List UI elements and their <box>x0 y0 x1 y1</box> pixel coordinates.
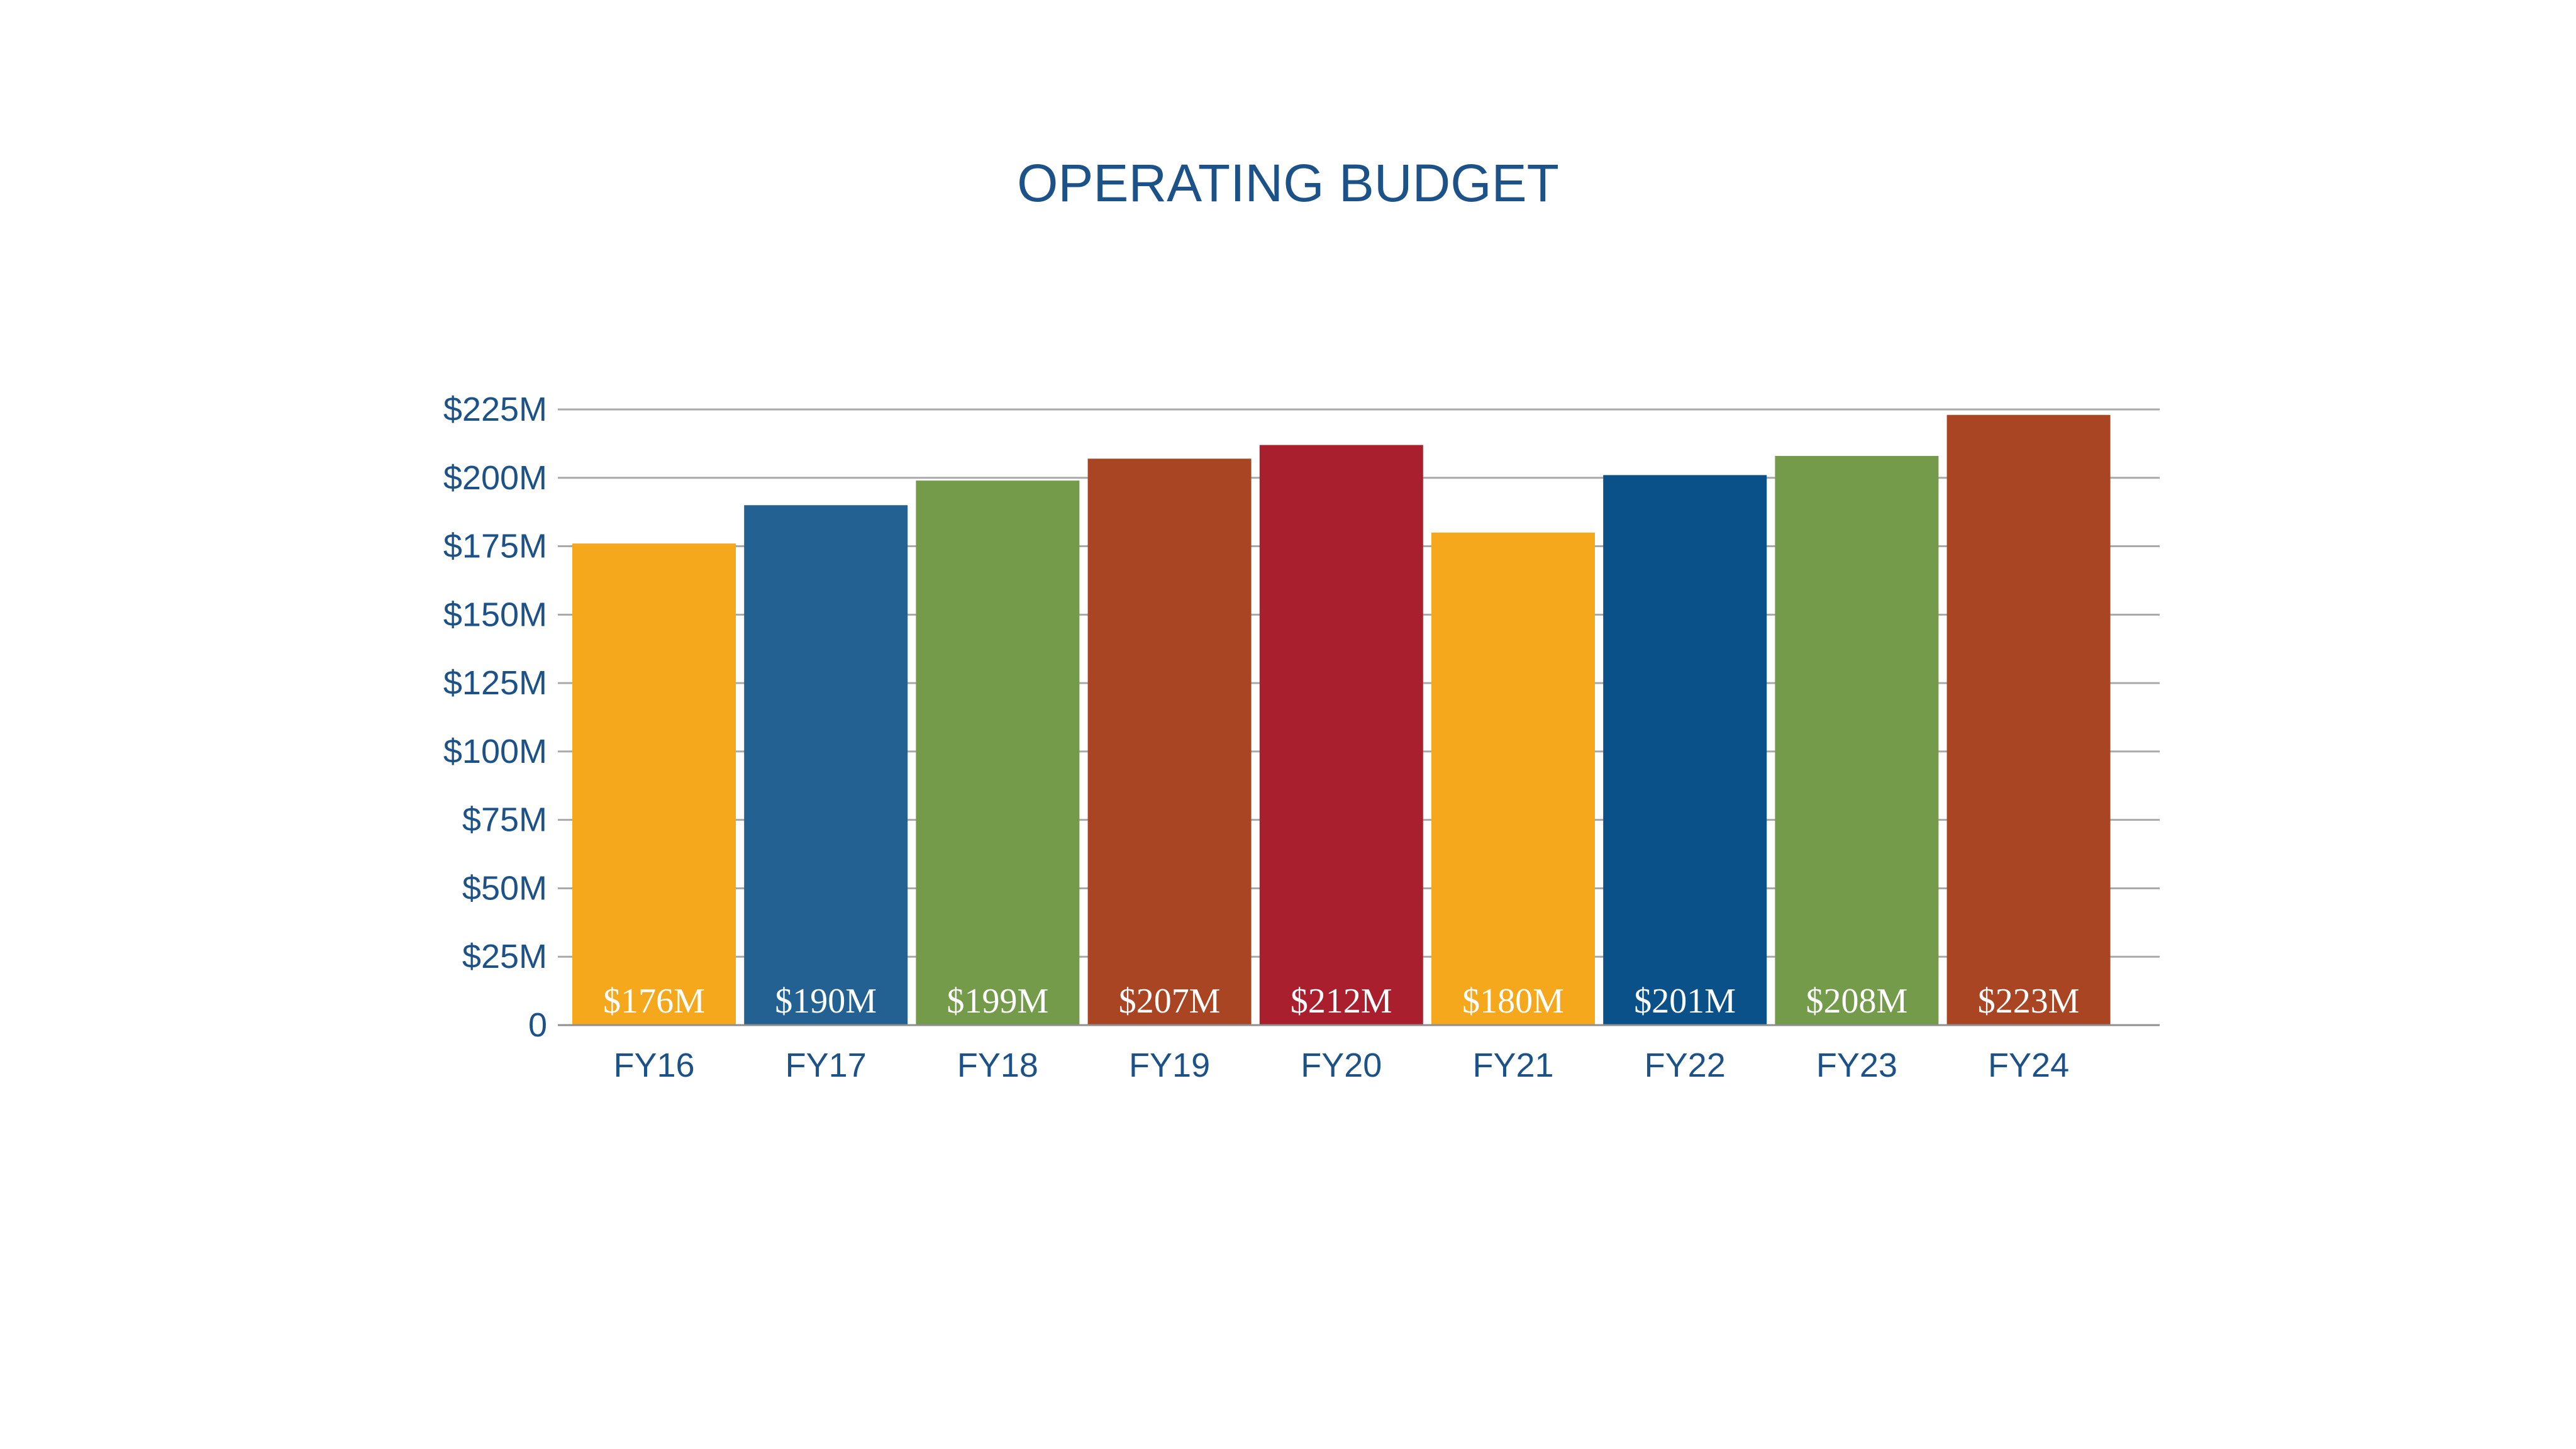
y-tick-label: $200M <box>443 459 547 497</box>
y-tick-label: $125M <box>443 664 547 702</box>
y-tick-label: $100M <box>443 733 547 770</box>
y-tick-label: $225M <box>443 391 547 428</box>
bar-value-label: $199M <box>947 982 1049 1021</box>
x-category-label: FY22 <box>1645 1046 1726 1084</box>
x-category-label: FY24 <box>1988 1046 2069 1084</box>
bar-fy23 <box>1775 455 1939 1025</box>
bar-fy20 <box>1259 445 1423 1025</box>
x-category-label: FY19 <box>1129 1046 1210 1084</box>
y-tick-label: $25M <box>462 938 547 975</box>
y-tick-label: 0 <box>528 1006 547 1044</box>
bar-value-label: $201M <box>1634 982 1736 1021</box>
y-tick-label: $75M <box>462 801 547 839</box>
bar-fy16 <box>572 543 736 1025</box>
x-axis-category-labels: FY16 FY17 FY18 FY19 FY20 FY21 FY22 FY23 FY24 <box>613 1046 2069 1084</box>
bar-value-label: $223M <box>1978 982 2080 1021</box>
y-tick-label: $150M <box>443 596 547 633</box>
bar-value-label: $208M <box>1806 982 1908 1021</box>
y-tick-label: $50M <box>462 869 547 907</box>
bar-value-label: $212M <box>1291 982 1392 1021</box>
bar-fy17 <box>744 505 908 1025</box>
bar-value-label: $190M <box>775 982 877 1021</box>
x-category-label: FY17 <box>786 1046 867 1084</box>
bar-fy21 <box>1431 532 1595 1025</box>
x-category-label: FY20 <box>1301 1046 1382 1084</box>
x-category-label: FY21 <box>1472 1046 1553 1084</box>
x-category-label: FY18 <box>957 1046 1038 1084</box>
bar-value-label: $176M <box>603 982 705 1021</box>
y-axis-tick-labels: 0 $25M $50M $75M $100M $125M $150M $175M $200M $2… <box>443 391 547 1044</box>
bar-data-labels: $176M $190M $199M $207M $212M $180M $201M $208M… <box>603 982 2079 1021</box>
chart-title: OPERATING BUDGET <box>1017 153 1559 213</box>
y-tick-label: $175M <box>443 528 547 565</box>
bar-value-label: $207M <box>1119 982 1221 1021</box>
x-category-label: FY16 <box>613 1046 694 1084</box>
bar-fy22 <box>1603 475 1767 1025</box>
x-category-label: FY23 <box>1816 1046 1897 1084</box>
bar-value-label: $180M <box>1462 982 1564 1021</box>
bar-fy24 <box>1946 414 2111 1025</box>
bars <box>572 414 2111 1025</box>
bar-fy18 <box>916 480 1080 1025</box>
bar-fy19 <box>1087 458 1252 1025</box>
